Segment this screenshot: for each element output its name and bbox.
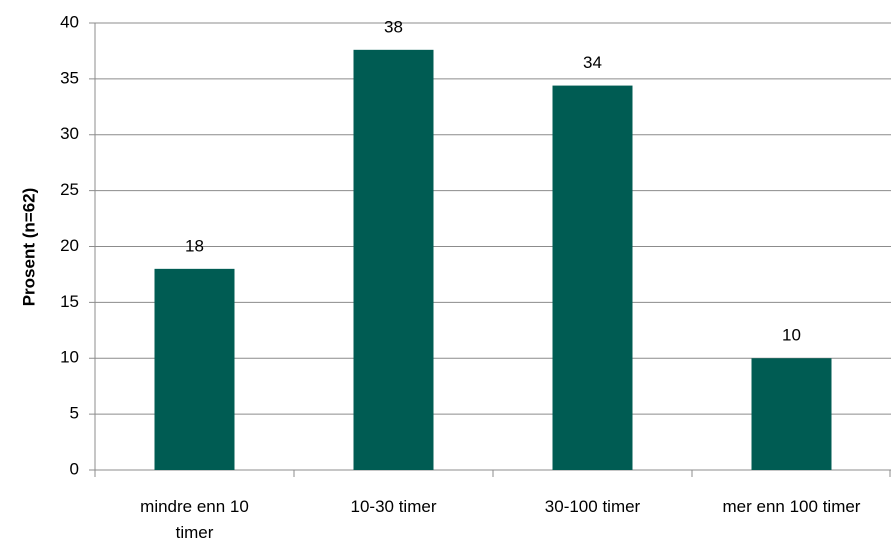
y-tick-label: 20 [60,236,79,255]
data-label: 34 [583,53,602,72]
y-tick-label: 15 [60,292,79,311]
y-tick-label: 0 [70,459,79,478]
x-tick-label: mindre enn 10 timer [140,497,249,542]
x-tick-label: 30-100 timer [544,497,641,516]
y-tick-label: 30 [60,124,79,143]
y-axis-title: Prosent (n=62) [19,188,38,307]
bar [353,49,434,470]
data-label: 10 [782,326,801,345]
x-tick-label: mer enn 100 timer [722,497,861,516]
x-tick-label: 10-30 timer [350,497,437,516]
y-tick-label: 5 [70,404,79,423]
y-tick-label: 40 [60,12,79,31]
y-tick-label: 35 [60,68,79,87]
bar [154,268,235,470]
data-label: 38 [384,17,403,36]
bar [751,358,832,470]
bar [552,85,633,470]
data-label: 18 [185,236,204,255]
y-tick-label: 10 [60,348,79,367]
y-tick-label: 25 [60,180,79,199]
